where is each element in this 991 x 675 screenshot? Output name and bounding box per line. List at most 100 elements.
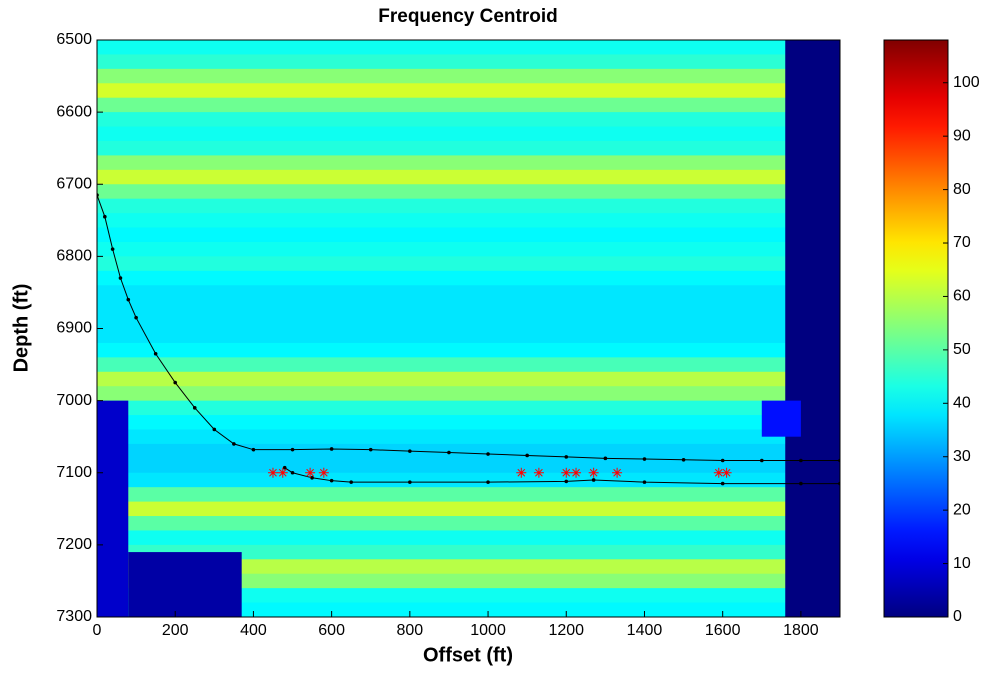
heatmap-row <box>97 40 840 56</box>
colorbar-tick-label: 40 <box>953 395 971 412</box>
line-point <box>720 458 725 463</box>
line-point <box>408 480 412 484</box>
x-tick-label: 1200 <box>548 622 584 639</box>
colorbar-tick-label: 30 <box>953 448 971 465</box>
line-point <box>310 475 314 480</box>
heatmap-row <box>97 198 840 214</box>
heatmap-patch <box>785 40 840 617</box>
line-point <box>642 457 647 461</box>
colorbar-tick-label: 80 <box>953 181 971 198</box>
line-point <box>799 481 803 486</box>
heatmap-row <box>97 516 840 532</box>
line-point <box>329 447 334 451</box>
heatmap-row <box>97 544 840 560</box>
heatmap-row <box>97 213 840 229</box>
x-tick-label: 1600 <box>705 622 741 639</box>
colorbar-tick-label: 50 <box>953 341 971 358</box>
plot-area <box>97 40 840 617</box>
x-tick-label: 400 <box>240 622 267 639</box>
heatmap-row <box>97 429 840 445</box>
x-tick-label: 0 <box>93 622 102 639</box>
heatmap-row <box>97 54 840 70</box>
y-tick-label: 6700 <box>56 175 92 192</box>
line-point <box>173 380 178 385</box>
line-point <box>118 276 123 280</box>
line-point <box>564 479 569 484</box>
star-marker <box>571 467 582 478</box>
heatmap-row <box>97 559 840 575</box>
star-marker <box>305 467 316 478</box>
y-tick-label: 7000 <box>56 392 92 409</box>
colorbar <box>883 39 949 618</box>
x-tick-label: 1800 <box>783 622 819 639</box>
star-marker <box>277 467 288 478</box>
heatmap-row <box>97 270 840 286</box>
heatmap-row <box>97 415 840 431</box>
line-point <box>282 465 287 470</box>
line-point <box>329 478 334 483</box>
line-point <box>212 427 217 432</box>
line-point <box>153 351 158 356</box>
y-tick-label: 6500 <box>56 31 92 48</box>
heatmap-row <box>97 155 840 171</box>
line-point <box>603 456 608 461</box>
heatmap-patch <box>128 552 242 617</box>
line-point <box>447 450 451 455</box>
heatmap-row <box>97 126 840 142</box>
heatmap-row <box>97 299 840 315</box>
heatmap-row <box>97 487 840 503</box>
y-tick-label: 7100 <box>56 464 92 481</box>
heatmap-row <box>97 588 840 604</box>
x-tick-label: 600 <box>318 622 345 639</box>
heatmap-row <box>97 140 840 156</box>
y-axis-label: Depth (ft) <box>10 284 32 373</box>
heatmap-row <box>97 371 840 387</box>
line-point <box>591 478 596 482</box>
x-tick-label: 1400 <box>627 622 663 639</box>
heatmap-row <box>97 328 840 344</box>
star-marker <box>533 467 544 478</box>
line-point <box>103 214 107 219</box>
x-tick-label: 800 <box>396 622 423 639</box>
line-point <box>720 481 725 486</box>
star-marker <box>561 467 572 478</box>
x-tick-label: 1000 <box>470 622 506 639</box>
colorbar-tick-label: 20 <box>953 501 971 518</box>
star-marker <box>721 467 732 478</box>
heatmap-patch <box>97 400 129 617</box>
line-point <box>134 315 138 320</box>
star-marker <box>588 467 599 478</box>
y-tick-label: 7300 <box>56 608 92 625</box>
heatmap-row <box>97 227 840 243</box>
line-point <box>642 480 647 484</box>
star-marker <box>318 467 329 478</box>
line-point <box>290 470 295 475</box>
heatmap-row <box>97 169 840 185</box>
line-point <box>408 449 412 453</box>
star-marker <box>516 467 527 478</box>
y-tick-label: 6600 <box>56 103 92 120</box>
line-point <box>486 480 490 484</box>
line-point <box>368 447 373 452</box>
line-point <box>251 447 256 452</box>
y-tick-label: 7200 <box>56 536 92 553</box>
star-marker <box>612 467 623 478</box>
y-tick-label: 6800 <box>56 248 92 265</box>
line-point <box>486 452 490 456</box>
colorbar-tick-label: 90 <box>953 127 971 144</box>
heatmap-row <box>97 68 840 84</box>
heatmap-row <box>97 386 840 402</box>
x-axis-label: Offset (ft) <box>423 644 513 666</box>
heatmap-row <box>97 573 840 589</box>
heatmap-row <box>97 357 840 373</box>
heatmap-row <box>97 443 840 459</box>
heatmap-row <box>97 501 840 517</box>
line-point <box>799 458 803 463</box>
colorbar-tick-label: 60 <box>953 288 971 305</box>
x-tick-label: 200 <box>162 622 189 639</box>
line-point <box>232 442 236 446</box>
heatmap-patch <box>761 400 801 437</box>
heatmap-row <box>97 184 840 200</box>
line-point <box>564 455 569 459</box>
